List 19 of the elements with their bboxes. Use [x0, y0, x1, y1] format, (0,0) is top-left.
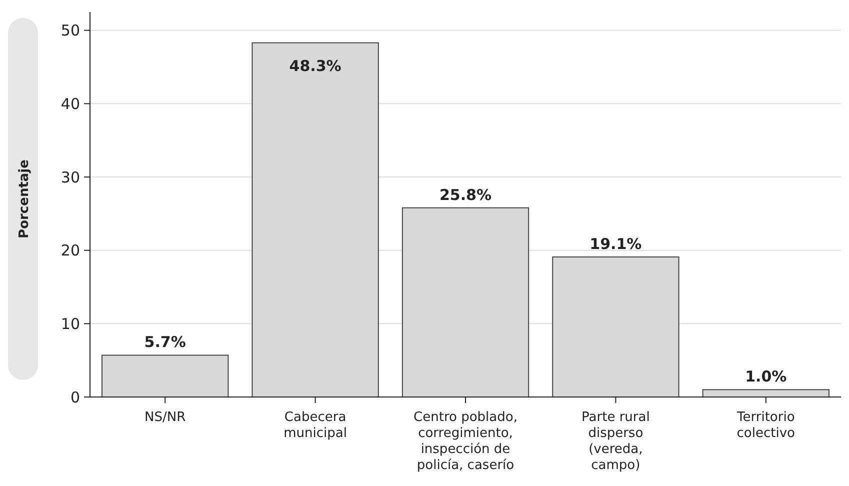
- bar: [702, 389, 830, 398]
- x-tick-label: NS/NR: [144, 410, 186, 425]
- y-tick-label: 40: [60, 94, 80, 113]
- y-tick-label: 50: [60, 22, 80, 40]
- y-tick-label: 10: [60, 314, 80, 333]
- y-tick-label: 20: [60, 242, 80, 260]
- data-label: 1.0%: [745, 368, 787, 386]
- x-tick-label: Territorio colectivo: [736, 410, 796, 441]
- y-axis-title: Porcentaje: [17, 159, 32, 238]
- y-tick-label: 0: [70, 388, 80, 406]
- data-label: 19.1%: [590, 234, 642, 253]
- x-tick-label: Centro poblado, corregimiento, inspección de policía, caserío: [414, 410, 518, 473]
- data-label: 48.3%: [289, 56, 342, 75]
- y-tick-label: 30: [60, 168, 80, 186]
- data-label: 25.8%: [439, 186, 492, 204]
- x-tick-label: Cabecera municipal: [284, 410, 347, 441]
- data-label: 5.7%: [144, 333, 186, 352]
- x-tick-label: Parte rural disperso (vereda, campo): [582, 410, 650, 473]
- bar: [102, 354, 229, 398]
